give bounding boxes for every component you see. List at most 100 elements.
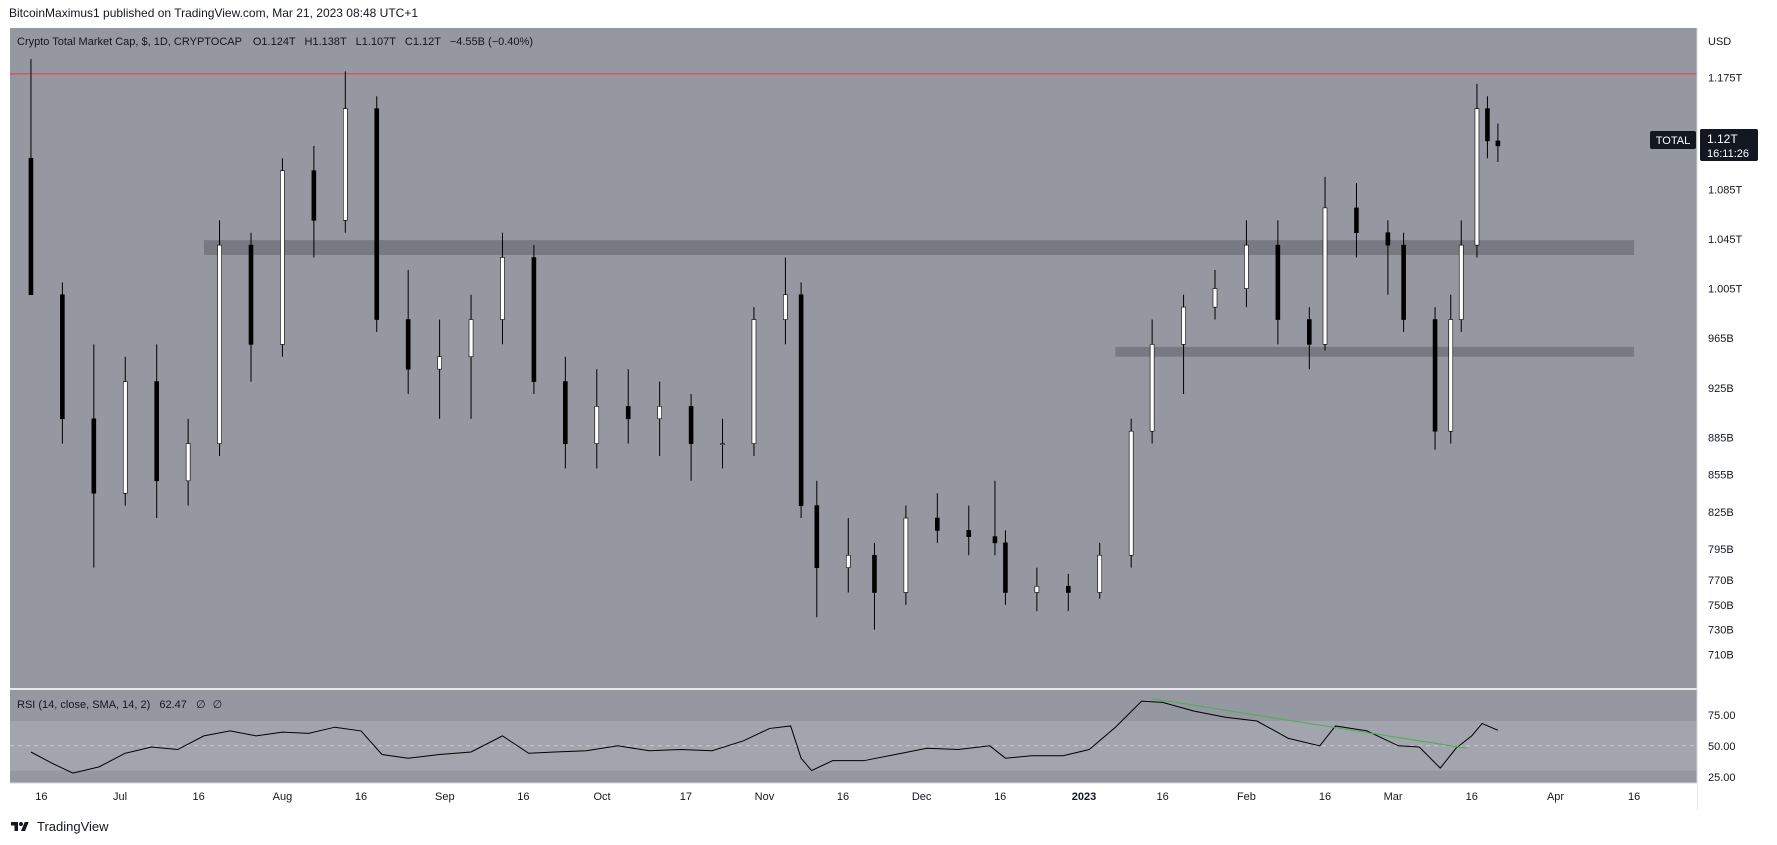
time-tick: Sep (435, 791, 455, 803)
candle-body (688, 406, 694, 444)
candle-body (1495, 140, 1501, 147)
candle-body (374, 108, 380, 320)
price-tick: 1.005T (1708, 284, 1743, 296)
candle-body (935, 517, 940, 531)
price-tick: 965B (1708, 333, 1734, 345)
price-tick: 1.085T (1708, 184, 1743, 196)
resistance-zone-1045 (203, 240, 1635, 256)
candle-body (872, 554, 877, 593)
candle-body (91, 418, 97, 494)
price-tag-countdown: 16:11:26 (1707, 148, 1749, 160)
price-tick: 1.175T (1708, 73, 1743, 85)
time-tick: 16 (1319, 791, 1331, 803)
time-tick: Aug (273, 791, 293, 803)
price-tag-name: TOTAL (1656, 135, 1690, 147)
footer: TradingView (9, 819, 109, 834)
candles-layer (28, 59, 1501, 630)
candle-body (28, 157, 34, 296)
candle-body (122, 381, 128, 494)
time-tick: 16 (837, 791, 849, 803)
candle-body (1485, 108, 1490, 142)
time-tick: Feb (1237, 791, 1256, 803)
tradingview-logo-icon (11, 821, 29, 831)
candle-body (625, 406, 631, 420)
time-tick: 16 (517, 791, 529, 803)
time-tick: Oct (593, 791, 610, 803)
candle-body (1401, 244, 1406, 320)
price-tick: 855B (1708, 470, 1734, 482)
symbol-legend: Crypto Total Market Cap, $, 1D, CRYPTOCA… (17, 36, 533, 48)
candle-body (1474, 108, 1480, 246)
candle-body (343, 108, 348, 221)
candle-body (531, 257, 537, 382)
rsi-axis-ticks: 75.00 50.00 25.00 (1708, 710, 1736, 784)
price-tick: 925B (1708, 383, 1734, 395)
rsi-line (30, 700, 1499, 774)
candle-body (1275, 244, 1281, 320)
time-tick: 16 (1466, 791, 1478, 803)
candle-body (992, 536, 998, 544)
candle-body (437, 356, 442, 370)
price-tick: 750B (1708, 600, 1734, 612)
candle-body (154, 381, 159, 482)
price-tick: 885B (1708, 432, 1734, 444)
candle-body (1097, 554, 1103, 593)
time-tick: 16 (1628, 791, 1640, 803)
rsi-legend: RSI (14, close, SMA, 14, 2) 62.47 ∅ ∅ (17, 699, 222, 711)
candle-body (1385, 232, 1391, 246)
candle-body (1244, 244, 1249, 289)
main-pane[interactable] (10, 28, 1697, 688)
price-tag: TOTAL 1.12T 16:11:26 (1650, 129, 1758, 161)
candle-body (185, 443, 191, 482)
time-tick: Nov (755, 791, 775, 803)
candle-body (1034, 585, 1040, 593)
rsi-tick: 25.00 (1708, 772, 1736, 784)
candle-body (1212, 288, 1218, 308)
currency-label: USD (1708, 36, 1731, 48)
candle-body (1307, 319, 1312, 345)
candle-body (657, 406, 662, 420)
candle-body (751, 319, 757, 444)
candle-body (845, 554, 851, 568)
time-axis[interactable] (10, 783, 1697, 810)
candle-body (1149, 344, 1155, 432)
candle-body (720, 443, 725, 445)
price-tick: 710B (1708, 650, 1734, 662)
time-tick: 16 (355, 791, 367, 803)
time-tick: 16 (994, 791, 1006, 803)
candle-body (311, 170, 317, 221)
publisher-note: BitcoinMaximus1 published on TradingView… (9, 6, 419, 20)
candle-body (563, 381, 568, 444)
rsi-trendline (1152, 698, 1467, 749)
price-tag-name-box (1650, 131, 1696, 149)
time-tick: 17 (680, 791, 692, 803)
candle-body (1448, 319, 1454, 432)
candle-body (783, 294, 788, 320)
candle-body (1432, 319, 1438, 432)
candle-body (217, 244, 222, 444)
candle-body (248, 244, 254, 345)
price-tick: 730B (1708, 625, 1734, 637)
price-tag-value: 1.12T (1707, 132, 1738, 146)
candle-body (814, 505, 820, 568)
time-tick: 16 (35, 791, 47, 803)
time-tick: Jul (113, 791, 127, 803)
brand-name: TradingView (37, 819, 109, 834)
price-axis-ticks: 1.175T 1.085T 1.045T 1.005T 965B 925B 885B 855B… (1708, 73, 1743, 662)
candle-body (280, 170, 285, 345)
candle-body (1003, 542, 1008, 593)
candle-body (1322, 207, 1328, 345)
time-tick: 2023 (1072, 791, 1096, 803)
time-tick: Dec (912, 791, 932, 803)
price-tick: 770B (1708, 575, 1734, 587)
price-tick: 795B (1708, 544, 1734, 556)
time-tick: 16 (192, 791, 204, 803)
time-axis-ticks: 16 Jul 16 Aug 16 Sep 16 Oct 17 Nov 16 Dec 16 2023 16 Fe… (35, 791, 1640, 803)
time-tick: Mar (1384, 791, 1403, 803)
candle-body (1128, 430, 1134, 556)
candle-body (500, 257, 505, 320)
candle-body (468, 319, 474, 358)
candle-body (594, 406, 600, 444)
candle-body (1458, 244, 1464, 320)
